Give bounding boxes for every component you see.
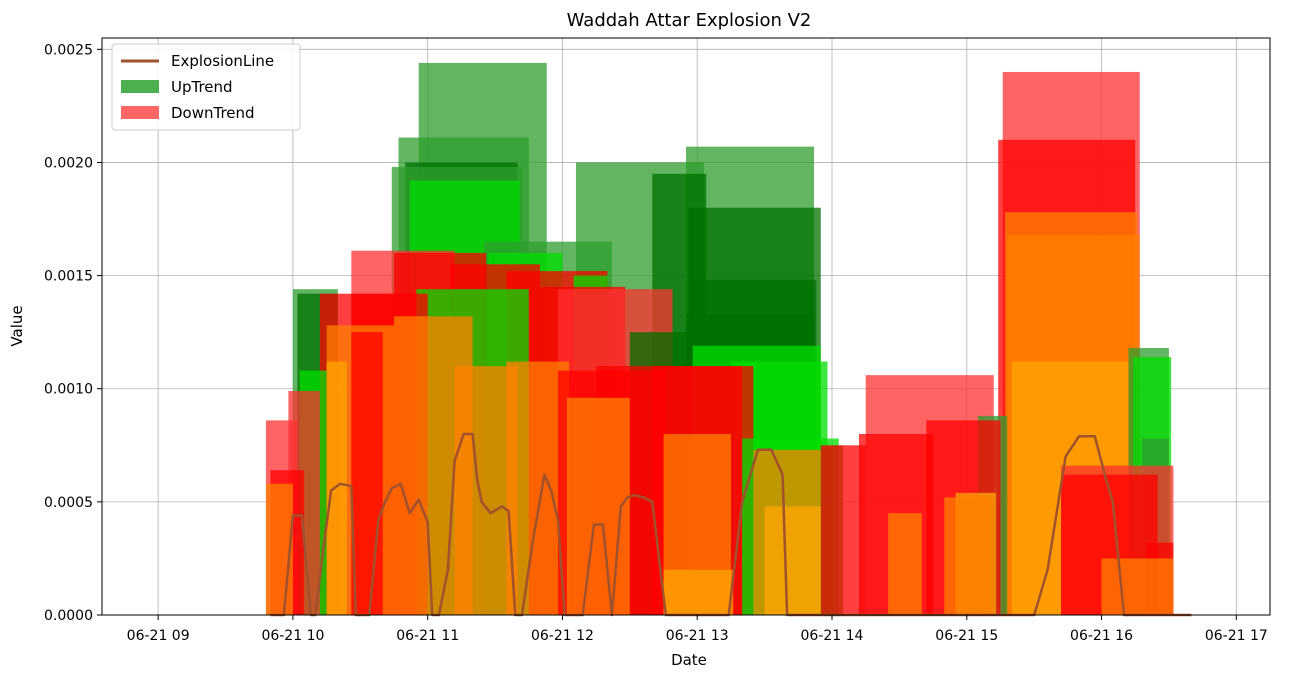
legend: ExplosionLine UpTrend DownTrend bbox=[111, 43, 301, 131]
downtrend-bar bbox=[888, 513, 922, 615]
x-tick-label: 06-21 15 bbox=[935, 628, 998, 644]
plot-frame bbox=[101, 37, 1271, 616]
y-tick-label: 0.0010 bbox=[44, 382, 93, 398]
legend-label-downtrend: DownTrend bbox=[171, 104, 255, 122]
legend-label-uptrend: UpTrend bbox=[171, 78, 233, 96]
x-tick-label: 06-21 14 bbox=[801, 628, 864, 644]
downtrend-bar bbox=[1101, 558, 1174, 615]
x-tick-label: 06-21 12 bbox=[531, 628, 594, 644]
x-axis-title: Date bbox=[671, 651, 707, 669]
downtrend-bar bbox=[326, 361, 347, 615]
y-tick-label: 0.0020 bbox=[44, 155, 93, 171]
downtrend-bar bbox=[944, 497, 990, 615]
downtrend-bar bbox=[566, 397, 630, 615]
legend-label-explosionline: ExplosionLine bbox=[171, 52, 274, 70]
y-tick-label: 0.0025 bbox=[44, 42, 93, 58]
x-tick-label: 06-21 09 bbox=[127, 628, 190, 644]
downtrend-bar bbox=[351, 332, 383, 615]
y-tick-label: 0.0000 bbox=[44, 608, 93, 624]
downtrend-bar bbox=[764, 506, 821, 615]
downtrend-bar bbox=[663, 569, 734, 615]
downtrend-bar bbox=[265, 483, 293, 615]
x-tick-label: 06-21 17 bbox=[1205, 628, 1268, 644]
downtrend-bar bbox=[820, 445, 866, 615]
x-tick-label: 06-21 10 bbox=[261, 628, 324, 644]
x-tick-label: 06-21 11 bbox=[396, 628, 459, 644]
x-tick-label: 06-21 13 bbox=[666, 628, 729, 644]
legend-swatch-downtrend bbox=[121, 106, 159, 119]
axis-ticks: 06-21 09 06-21 10 06-21 11 06-21 12 06-21 13… bbox=[44, 42, 1268, 644]
legend-swatch-uptrend bbox=[121, 80, 159, 93]
downtrend-bar bbox=[454, 366, 518, 615]
bars-layer bbox=[265, 62, 1174, 616]
x-tick-label: 06-21 16 bbox=[1070, 628, 1133, 644]
y-tick-label: 0.0005 bbox=[44, 495, 93, 511]
y-tick-label: 0.0015 bbox=[44, 269, 93, 285]
chart-title: Waddah Attar Explosion V2 bbox=[567, 10, 812, 31]
y-axis-title: Value bbox=[8, 305, 26, 346]
